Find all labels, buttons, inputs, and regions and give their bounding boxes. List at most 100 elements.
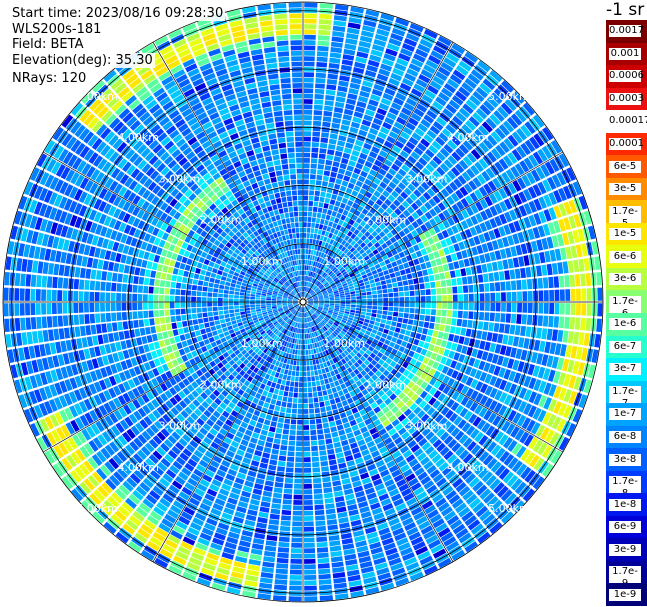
range-gate [350, 304, 356, 308]
range-gate [30, 422, 40, 437]
range-gate [344, 265, 351, 271]
range-gate [464, 541, 478, 553]
range-gate [184, 482, 196, 492]
range-gate [180, 541, 194, 551]
range-gate [371, 269, 378, 275]
range-gate [283, 322, 288, 328]
range-gate [384, 397, 392, 406]
range-gate [314, 196, 320, 202]
range-gate [449, 74, 463, 85]
range-gate [340, 383, 347, 390]
range-gate [313, 299, 319, 301]
range-gate [366, 308, 372, 313]
range-gate [240, 356, 246, 362]
range-gate [303, 307, 305, 313]
range-gate [308, 299, 313, 302]
range-gate [268, 375, 274, 382]
range-gate [419, 363, 427, 371]
range-gate [375, 345, 382, 351]
range-gate [338, 287, 344, 291]
range-gate [583, 258, 590, 272]
range-gate [117, 395, 127, 406]
range-gate [361, 147, 370, 155]
range-gate [316, 262, 321, 268]
range-gate [217, 393, 226, 402]
range-gate [332, 287, 338, 291]
range-gate [212, 330, 218, 336]
range-gate [542, 179, 552, 193]
range-gate [290, 359, 294, 365]
range-gate [381, 265, 388, 271]
range-gate [210, 542, 223, 551]
range-gate [179, 363, 187, 371]
range-gate [224, 378, 231, 385]
range-gate [479, 198, 489, 209]
range-gate [339, 434, 347, 441]
range-gate [269, 364, 275, 370]
range-gate [391, 321, 397, 327]
range-gate [332, 436, 340, 443]
range-gate [317, 229, 322, 235]
range-gate [493, 271, 500, 282]
range-gate [292, 309, 297, 314]
range-gate [544, 250, 551, 263]
range-gate [349, 246, 356, 253]
range-gate [346, 278, 352, 283]
range-gate [284, 418, 291, 424]
range-gate [383, 297, 389, 302]
range-gate [458, 259, 465, 268]
range-gate [462, 437, 473, 448]
range-gate [394, 363, 402, 371]
range-gate [271, 302, 277, 304]
range-gate [323, 292, 328, 296]
range-gate [310, 309, 314, 314]
range-gate [303, 104, 313, 110]
range-gate [516, 445, 527, 459]
range-gate [20, 317, 26, 331]
range-gate [303, 125, 312, 131]
range-gate [139, 481, 151, 493]
range-gate [403, 378, 411, 386]
range-gate [163, 354, 171, 363]
range-gate [257, 517, 268, 524]
range-gate [160, 403, 170, 413]
range-gate [325, 508, 336, 515]
range-gate [455, 362, 463, 371]
range-gate [445, 469, 456, 480]
range-gate [327, 243, 332, 250]
range-gate [334, 270, 340, 275]
range-gate [316, 281, 321, 287]
range-gate [329, 239, 335, 245]
range-gate [394, 409, 403, 418]
range-gate [286, 342, 290, 348]
range-gate [362, 571, 376, 579]
range-gate [303, 414, 309, 420]
range-gate [125, 339, 133, 349]
range-gate [81, 361, 89, 373]
range-gate [389, 236, 397, 244]
range-gate [437, 265, 444, 273]
range-gate [554, 289, 560, 301]
range-gate [301, 323, 303, 329]
range-gate [341, 157, 349, 165]
range-gate [356, 224, 363, 231]
range-gate [498, 367, 506, 378]
range-gate [284, 329, 289, 335]
range-gate [533, 133, 545, 147]
range-gate [398, 251, 405, 259]
range-gate [313, 348, 317, 354]
range-gate [26, 361, 34, 375]
range-gate [303, 163, 310, 169]
range-gate [303, 83, 314, 88]
range-gate [453, 261, 460, 270]
range-gate [372, 298, 378, 302]
range-gate [152, 450, 163, 461]
range-gate [228, 366, 235, 374]
range-gate [372, 393, 380, 401]
range-gate [415, 226, 423, 235]
range-gate [343, 175, 351, 182]
range-gate [313, 296, 318, 299]
range-gate [367, 199, 375, 207]
range-gate [386, 381, 394, 389]
range-gate [303, 136, 311, 142]
